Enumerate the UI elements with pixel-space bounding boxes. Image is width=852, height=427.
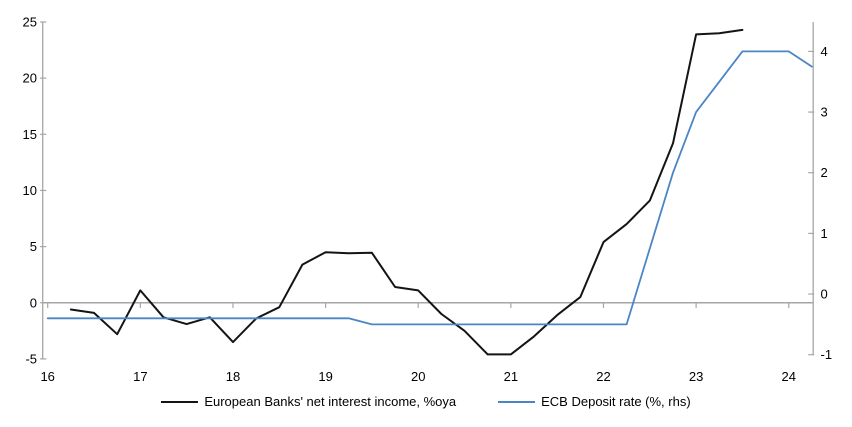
legend-label-ecb: ECB Deposit rate (%, rhs) [541, 394, 691, 409]
legend-entry-nii: European Banks' net interest income, %oy… [161, 394, 456, 409]
y-left-tick-label: 0 [30, 295, 37, 310]
y-right-tick-label: 2 [821, 165, 828, 180]
y-right-tick-label: 3 [821, 105, 828, 120]
y-left-tick-label: 20 [23, 71, 37, 86]
x-axis-tick-label: 17 [133, 369, 147, 384]
x-axis-tick-label: 21 [504, 369, 518, 384]
chart-legend: European Banks' net interest income, %oy… [0, 394, 852, 409]
nii-line-swatch [161, 400, 199, 403]
nii-line-series [69, 28, 744, 356]
y-right-tick-label: 0 [821, 287, 828, 302]
x-axis-tick-label: 23 [689, 369, 703, 384]
ecb-deposit-rate-line-series [46, 50, 813, 326]
x-axis-tick-label: 24 [782, 369, 796, 384]
x-axis-tick-label: 20 [411, 369, 425, 384]
y-left-tick-label: 5 [30, 239, 37, 254]
y-left-tick-label: 10 [23, 183, 37, 198]
x-axis-tick-label: 22 [596, 369, 610, 384]
y-right-tick-label: -1 [821, 347, 833, 362]
y-left-tick-label: 25 [23, 15, 37, 30]
x-axis-tick-label: 16 [40, 369, 54, 384]
y-right-tick-label: 4 [821, 44, 828, 59]
y-left-tick-label: -5 [25, 351, 37, 366]
legend-entry-ecb: ECB Deposit rate (%, rhs) [498, 394, 691, 409]
legend-label-nii: European Banks' net interest income, %oy… [204, 394, 457, 409]
ecb-line-swatch [498, 400, 536, 403]
y-left-tick-label: 15 [23, 127, 37, 142]
y-right-tick-label: 1 [821, 226, 828, 241]
x-axis-tick-label: 19 [318, 369, 332, 384]
x-axis-tick-label: 18 [226, 369, 240, 384]
